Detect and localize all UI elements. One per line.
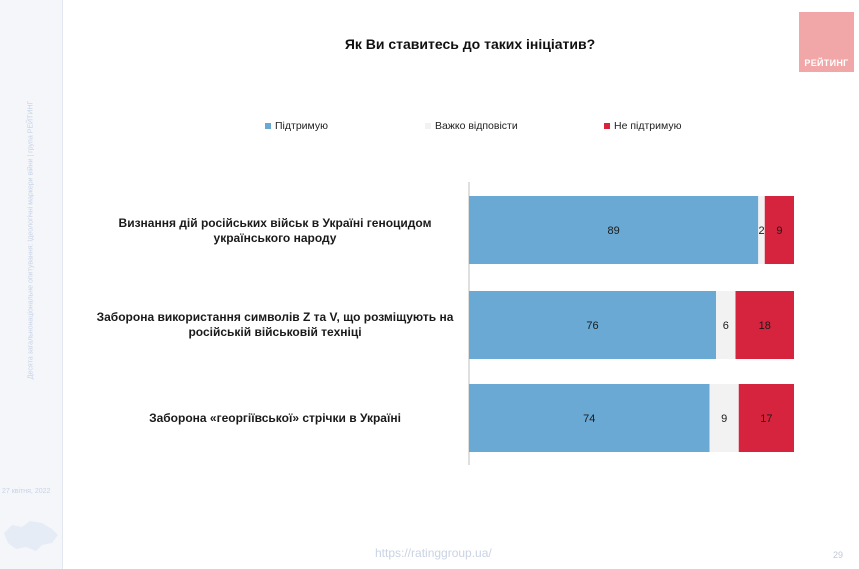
bar-not-support-1 (764, 196, 794, 264)
legend-swatch-hard-to-say (425, 123, 431, 129)
bar-support-3 (469, 384, 710, 452)
legend-swatch-not-support (604, 123, 610, 129)
data-label-hard-to-say-2: 6 (723, 320, 729, 332)
legend-item-not-support: Не підтримую (604, 120, 681, 132)
category-label-z-v-symbols: Заборона використання символів Z та V, щ… (96, 310, 454, 339)
bar-hard-to-say-3 (709, 384, 739, 452)
ukraine-map-icon (4, 521, 58, 551)
category-label-genocide: Визнання дій російських військ в Україні… (118, 216, 432, 245)
footer-url[interactable]: https://ratinggroup.ua/ (375, 546, 492, 560)
data-label-hard-to-say-1: 2 (758, 225, 764, 237)
bar-not-support-2 (735, 291, 794, 359)
legend-swatch-support (265, 123, 271, 129)
data-label-not-support-2: 18 (759, 320, 771, 332)
bar-support-2 (469, 291, 716, 359)
data-label-not-support-3: 17 (760, 413, 772, 425)
sidebar: Десята загальнонаціональне опитування: І… (0, 0, 63, 569)
data-label-not-support-1: 9 (776, 225, 782, 237)
data-label-support-1: 89 (608, 225, 620, 237)
legend-item-hard-to-say: Важко відповісти (425, 120, 518, 132)
chart-title: Як Ви ставитесь до таких ініціатив? (344, 36, 596, 52)
legend-label-support: Підтримую (275, 120, 328, 132)
data-label-support-3: 74 (583, 413, 595, 425)
legend-label-hard-to-say: Важко відповісти (435, 120, 518, 132)
bar-support-1 (469, 196, 759, 264)
data-label-support-2: 76 (586, 320, 598, 332)
legend-label-not-support: Не підтримую (614, 120, 682, 132)
rating-logo: РЕЙТИНГ (799, 12, 854, 72)
bar-hard-to-say-1 (758, 196, 765, 264)
legend-item-support: Підтримую (265, 120, 328, 132)
report-date: 27 квітня, 2022 (2, 488, 51, 495)
page-number: 29 (833, 550, 844, 560)
logo-text: РЕЙТИНГ (804, 58, 849, 68)
bar-hard-to-say-2 (716, 291, 736, 359)
data-label-hard-to-say-3: 9 (721, 413, 727, 425)
category-label-ribbon: Заборона «георгіївської» стрічки в Украї… (149, 411, 401, 425)
bar-not-support-3 (738, 384, 794, 452)
